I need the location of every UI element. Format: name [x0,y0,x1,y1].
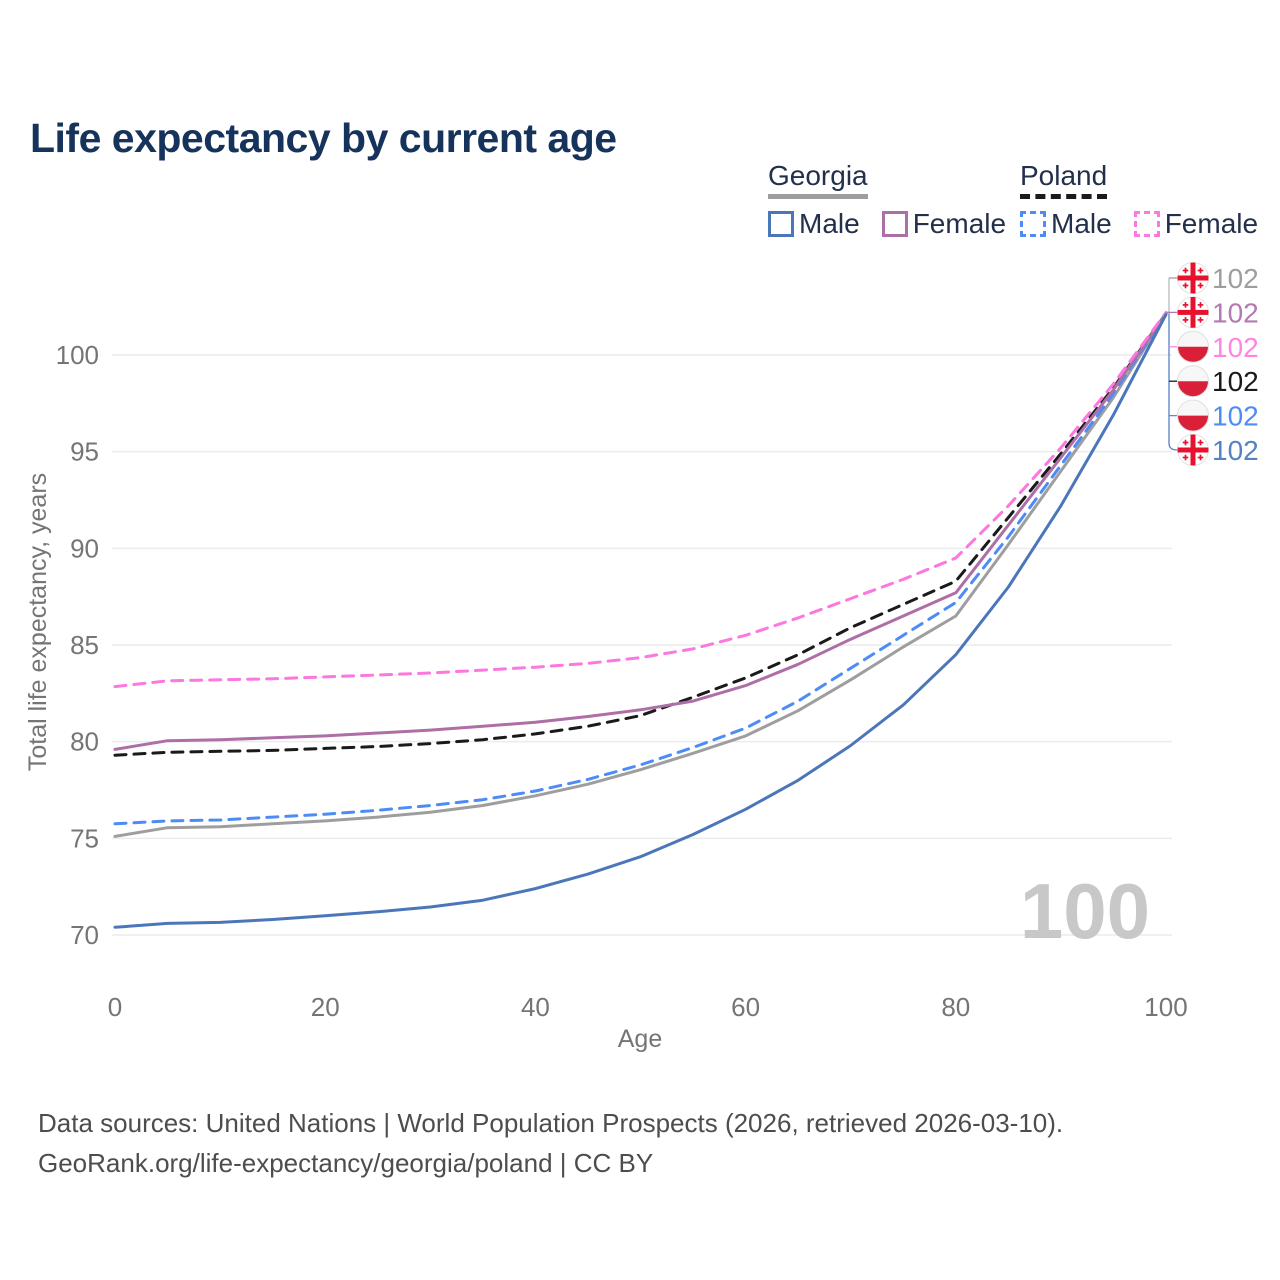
end-label-georgia-male: 102 [1212,435,1259,466]
series-line-georgia-female [113,311,1168,751]
georgia-female-swatch-icon [881,211,908,237]
end-label-georgia-all: 102 [1212,263,1259,294]
page-title: Life expectancy by current age [30,115,617,162]
legend-item-label: Male [799,208,860,239]
flag-georgia-icon [1177,434,1209,466]
legend-item-georgia-male[interactable]: Male [768,208,860,240]
x-tick-80: 80 [941,992,970,1022]
series-line-poland-male [113,312,1168,826]
end-label-poland-female: 102 [1212,332,1259,363]
y-axis-title: Total life expectancy, years [24,473,52,771]
x-tick-20: 20 [311,992,340,1022]
series-lines [113,311,1168,929]
data-sources-line: Data sources: United Nations | World Pop… [38,1108,1064,1138]
y-tick-70: 70 [70,920,99,950]
leader-line-bottom [1168,313,1178,451]
end-label-leader-lines [1166,277,1178,451]
flag-georgia-icon [1177,262,1209,294]
legend-item-poland-male[interactable]: Male [1020,208,1112,240]
y-tick-95: 95 [70,437,99,467]
legend-item-georgia-female[interactable]: Female [881,208,1007,240]
legend-item-label: Female [912,208,1007,239]
poland-female-swatch-icon [1133,211,1160,237]
legend-group-poland: Poland Male Female [1020,160,1258,240]
footer: Data sources: United Nations | World Pop… [38,1103,1063,1183]
y-tick-85: 85 [70,630,99,660]
poland-male-swatch-icon [1020,211,1046,237]
y-tick-90: 90 [70,533,99,563]
attribution-line: GeoRank.org/life-expectancy/georgia/pola… [38,1148,654,1178]
end-label-poland-all: 102 [1212,366,1259,397]
y-tick-75: 75 [70,823,99,853]
georgia-male-swatch-icon [768,211,794,237]
legend-country-poland[interactable]: Poland [1020,160,1108,199]
series-line-georgia-male [113,312,1168,929]
y-tick-100: 100 [56,340,99,370]
x-axis-title: Age [618,1025,662,1053]
end-label-georgia-female: 102 [1212,297,1259,328]
end-label-poland-male: 102 [1212,401,1259,432]
current-age-watermark: 100 [1020,867,1150,955]
legend-country-georgia[interactable]: Georgia [768,160,868,199]
x-tick-40: 40 [521,992,550,1022]
x-tick-60: 60 [731,992,760,1022]
x-tick-100: 100 [1144,992,1187,1022]
series-line-poland-all [113,311,1168,757]
flag-georgia-icon [1177,296,1209,329]
legend-item-poland-female[interactable]: Female [1133,208,1259,240]
gridlines [112,354,1172,936]
flag-poland-icon [1177,330,1209,363]
legend-group-georgia: Georgia Male Female [768,160,1006,240]
x-tick-0: 0 [108,992,122,1022]
flag-poland-icon [1177,399,1209,432]
flag-poland-icon [1177,365,1209,398]
legend-item-label: Female [1164,208,1259,239]
axis-tick-labels: 70 75 80 85 90 95 100 0 20 40 60 80 100 [56,340,1188,1022]
series-line-georgia-all [113,312,1168,838]
series-line-poland-female [113,311,1168,689]
legend-item-label: Male [1051,208,1112,239]
y-tick-80: 80 [70,727,99,757]
